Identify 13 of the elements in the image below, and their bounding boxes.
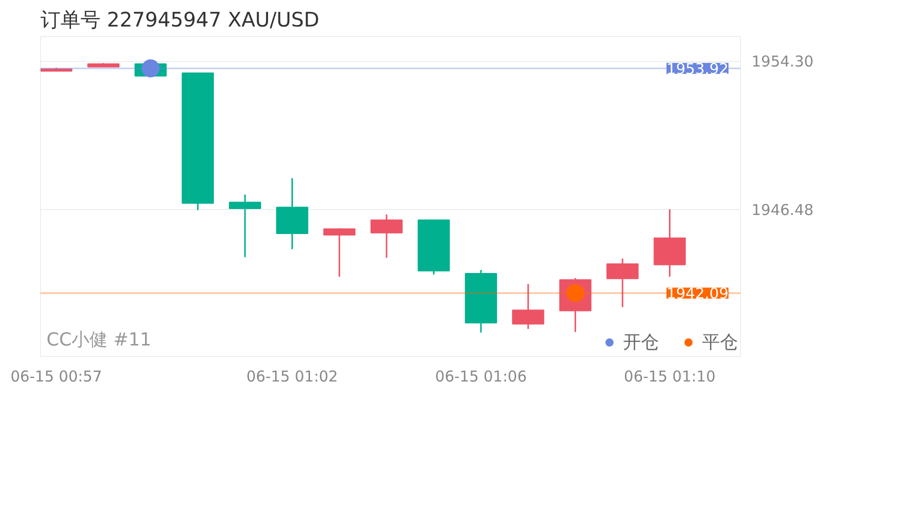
annotation: CC小健 #11 — [46, 330, 152, 350]
x-tick-label: 06-15 01:10 — [624, 368, 716, 386]
y-tick-label: 1954.30 — [752, 52, 814, 71]
legend-label: 开仓 — [623, 331, 659, 354]
candlestick — [228, 194, 262, 258]
chart-title: 订单号 227945947 XAU/USD — [40, 8, 320, 32]
ref-line-label: 1953.92 — [666, 60, 728, 78]
y-tick-label: 1946.48 — [752, 201, 814, 220]
x-tick-label: 06-15 01:02 — [246, 368, 338, 386]
x-tick-label: 06-15 00:57 — [10, 368, 102, 386]
ref-line-label: 1942.09 — [666, 284, 728, 303]
x-tick-label: 06-15 01:06 — [435, 368, 527, 386]
legend-label: 平仓 — [702, 331, 738, 354]
